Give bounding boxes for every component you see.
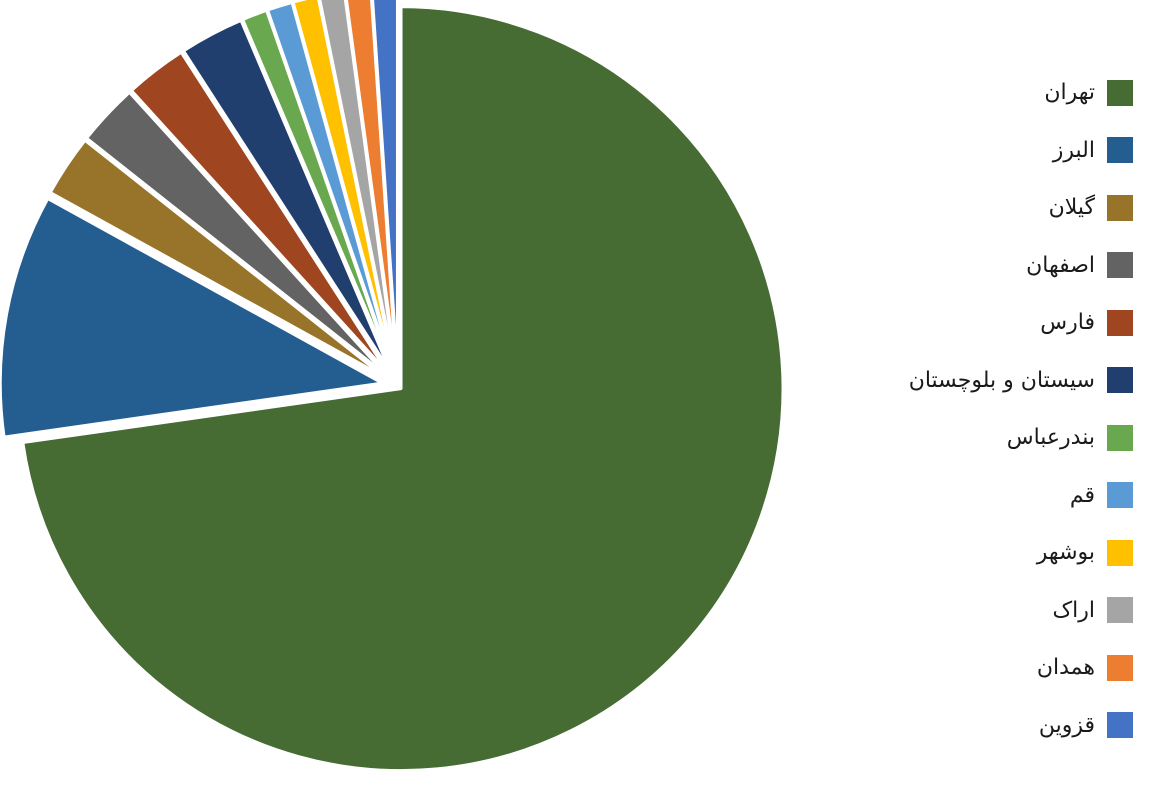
chart-legend: تهران البرز گیلان اصفهان فارس سیستان و بلوچست… xyxy=(833,64,1133,754)
pie-slice xyxy=(21,5,785,773)
pie-slice xyxy=(181,18,392,374)
legend-swatch xyxy=(1107,194,1133,221)
legend-label: سیستان و بلوچستان xyxy=(908,367,1095,393)
legend-swatch xyxy=(1107,482,1133,509)
legend-label: گیلان xyxy=(1048,195,1095,221)
legend-swatch xyxy=(1107,539,1133,566)
legend-swatch xyxy=(1107,712,1133,739)
legend-label: فارس xyxy=(1040,310,1095,336)
legend-label: البرز xyxy=(1052,137,1095,163)
legend-item: همدان xyxy=(833,639,1133,697)
legend-swatch xyxy=(1107,252,1133,279)
pie-slice xyxy=(48,138,387,379)
legend-label: اصفهان xyxy=(1026,252,1095,278)
pie-slice xyxy=(318,0,397,372)
legend-item: اصفهان xyxy=(833,237,1133,295)
legend-label: قزوین xyxy=(1038,712,1095,738)
pie-slice xyxy=(344,0,398,372)
legend-swatch xyxy=(1107,654,1133,681)
pie-slice xyxy=(129,50,390,375)
legend-item: بوشهر xyxy=(833,524,1133,582)
legend-item: گیلان xyxy=(833,179,1133,237)
pie-slice xyxy=(85,90,388,377)
legend-item: قم xyxy=(833,467,1133,525)
pie-slice xyxy=(291,0,396,372)
legend-item: بندرعباس xyxy=(833,409,1133,467)
legend-swatch xyxy=(1107,137,1133,164)
legend-label: همدان xyxy=(1036,655,1095,681)
legend-label: بندرعباس xyxy=(1006,425,1095,451)
pie-slice xyxy=(0,197,384,439)
legend-label: تهران xyxy=(1044,80,1095,106)
legend-item: فارس xyxy=(833,294,1133,352)
legend-swatch xyxy=(1107,597,1133,624)
legend-swatch xyxy=(1107,309,1133,336)
legend-swatch xyxy=(1107,79,1133,106)
legend-swatch xyxy=(1107,424,1133,451)
pie-chart xyxy=(0,0,785,773)
legend-item: سیستان و بلوچستان xyxy=(833,352,1133,410)
pie-slice xyxy=(371,0,399,372)
legend-item: اراک xyxy=(833,582,1133,640)
legend-item: قزوین xyxy=(833,697,1133,755)
legend-label: اراک xyxy=(1052,597,1095,623)
legend-swatch xyxy=(1107,367,1133,394)
legend-item: البرز xyxy=(833,122,1133,180)
legend-item: تهران xyxy=(833,64,1133,122)
legend-label: قم xyxy=(1069,482,1095,508)
legend-label: بوشهر xyxy=(1036,540,1095,566)
